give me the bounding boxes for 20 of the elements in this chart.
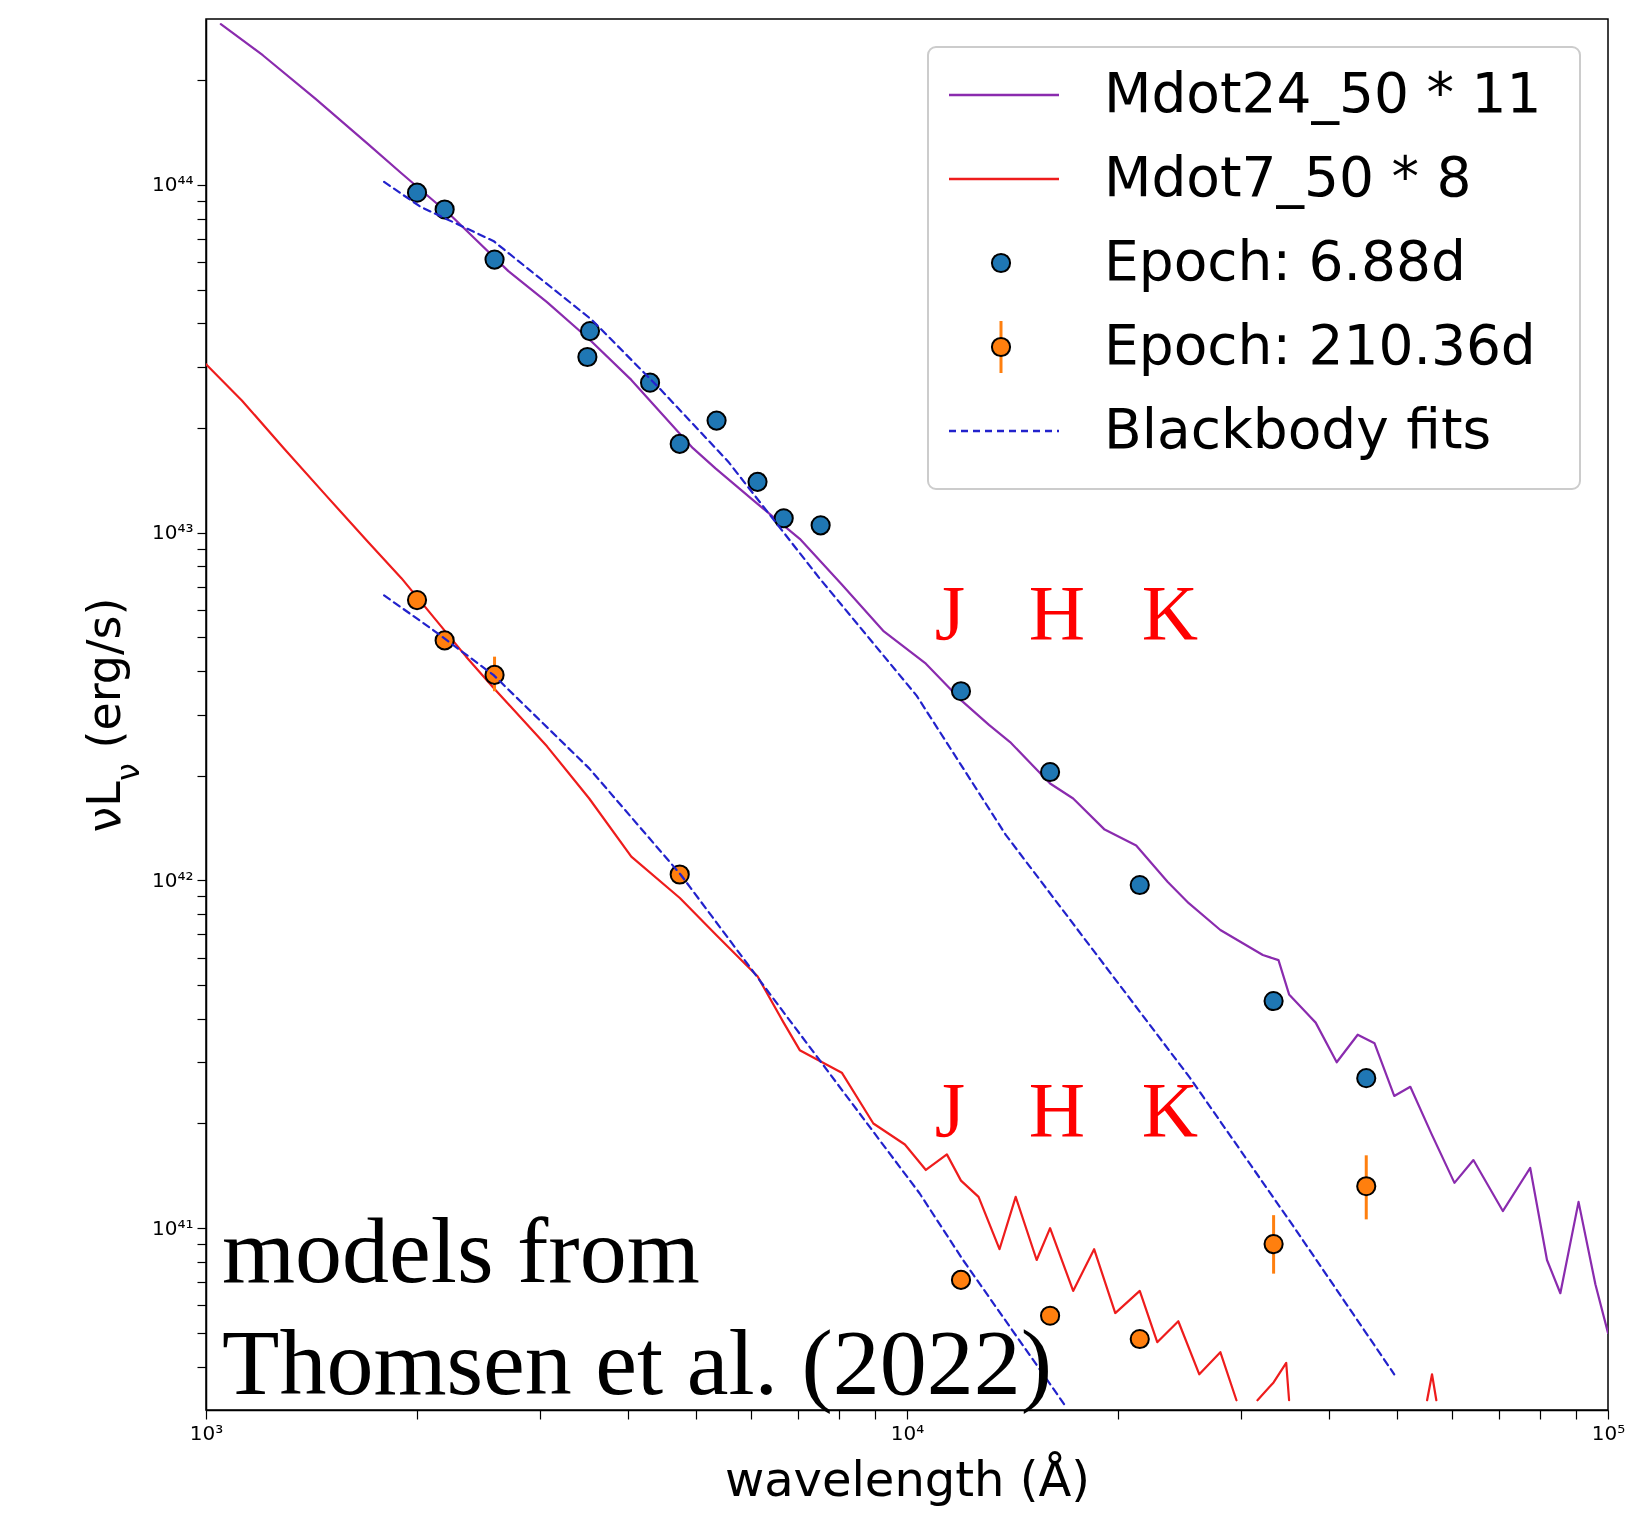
annotation: J (934, 569, 966, 656)
annotation: K (1141, 569, 1199, 656)
legend-label: Mdot7_50 * 8 (1104, 145, 1472, 209)
y-tick-label: 10⁴² (152, 867, 194, 892)
legend-label: Epoch: 6.88d (1104, 229, 1466, 293)
legend-label: Epoch: 210.36d (1104, 313, 1536, 377)
annotation: H (1028, 569, 1086, 656)
legend-label: Blackbody fits (1104, 397, 1492, 461)
y-tick-label: 10⁴³ (152, 520, 194, 545)
y-tick-label: 10⁴⁴ (152, 172, 194, 197)
x-tick-label: 10⁵ (1591, 1420, 1626, 1445)
x-tick-label: 10³ (189, 1420, 224, 1445)
legend-label: Mdot24_50 * 11 (1104, 61, 1542, 125)
annotation: H (1028, 1066, 1086, 1153)
annotation: models from Thomsen et al. (2022) (222, 1198, 1053, 1414)
annotation: J (934, 1066, 966, 1153)
x-axis-title: wavelength (Å) (724, 1450, 1091, 1507)
y-tick-label: 10⁴¹ (152, 1215, 194, 1240)
annotation: K (1141, 1066, 1199, 1153)
x-tick-label: 10⁴ (890, 1420, 925, 1445)
